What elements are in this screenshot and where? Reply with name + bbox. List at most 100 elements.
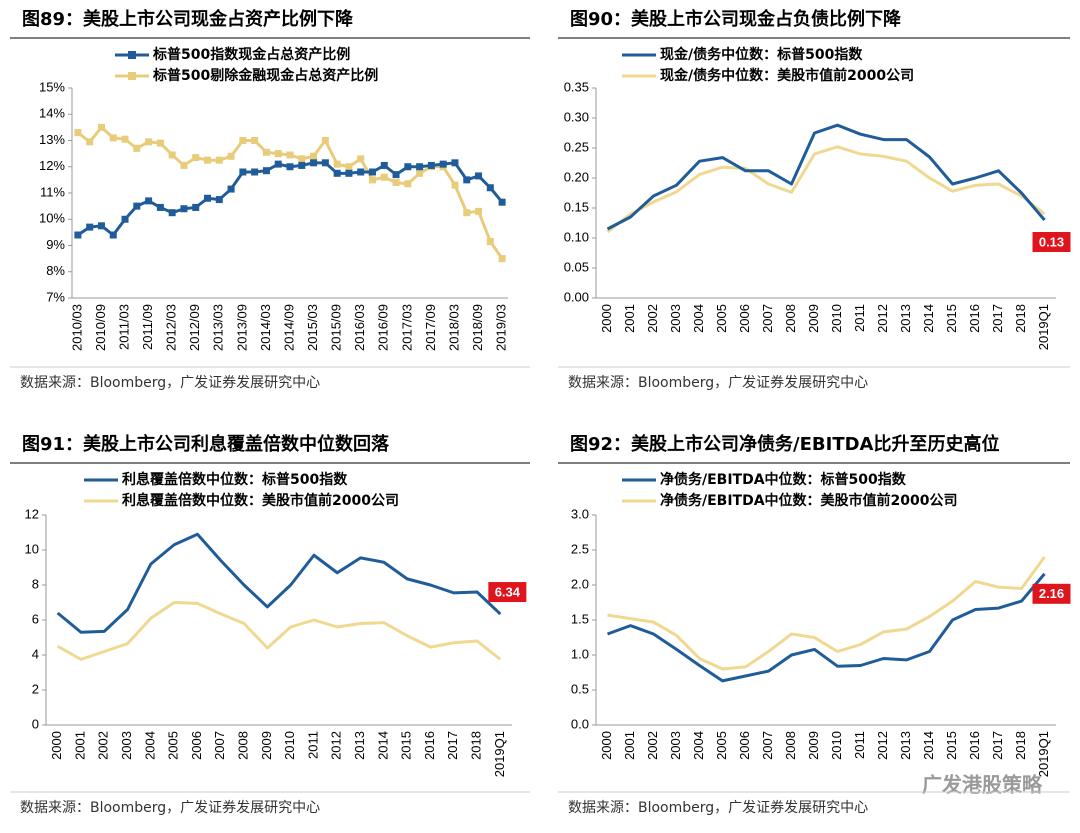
x-tick-label: 2014/09 bbox=[281, 304, 296, 351]
x-tick-label: 2019/03 bbox=[494, 304, 509, 351]
y-tick-label: 10 bbox=[25, 541, 39, 556]
x-tick-label: 2014 bbox=[375, 731, 390, 760]
point-marker bbox=[239, 168, 247, 176]
y-tick-label: 8 bbox=[32, 576, 39, 591]
x-tick-label: 2002 bbox=[96, 731, 111, 760]
point-marker bbox=[368, 176, 376, 184]
point-marker bbox=[416, 169, 424, 177]
point-marker bbox=[298, 155, 306, 163]
x-tick-label: 2003 bbox=[119, 731, 134, 760]
point-marker bbox=[380, 161, 388, 169]
x-tick-label: 2006 bbox=[737, 731, 752, 760]
point-marker bbox=[345, 163, 353, 171]
point-marker bbox=[298, 161, 306, 169]
point-marker bbox=[262, 167, 270, 175]
y-tick-label: 0.5 bbox=[571, 681, 589, 696]
x-tick-label: 2006 bbox=[737, 304, 752, 333]
point-marker bbox=[357, 168, 365, 176]
x-tick-label: 2009 bbox=[806, 304, 821, 333]
point-marker bbox=[133, 202, 141, 210]
point-marker bbox=[262, 148, 270, 156]
x-tick-label: 2013 bbox=[898, 731, 913, 760]
point-marker bbox=[251, 168, 259, 176]
point-marker bbox=[451, 181, 459, 189]
y-tick-label: 1.5 bbox=[571, 611, 589, 626]
chart-title: 图89：美股上市公司现金占资产比例下降 bbox=[22, 8, 354, 30]
x-tick-label: 2016/09 bbox=[376, 304, 391, 351]
series-line bbox=[77, 161, 504, 237]
y-tick-label: 12% bbox=[39, 158, 65, 173]
x-tick-label: 2016/03 bbox=[352, 304, 367, 351]
x-tick-label: 2018/03 bbox=[446, 304, 461, 351]
x-tick-label: 2004 bbox=[691, 304, 706, 333]
watermark: 广发港股策略 bbox=[922, 773, 1043, 797]
x-tick-label: 2007 bbox=[212, 731, 227, 760]
point-marker bbox=[192, 154, 200, 162]
y-tick-label: 2.5 bbox=[571, 541, 589, 556]
x-tick-label: 2005 bbox=[166, 731, 181, 760]
value-label-box bbox=[1032, 232, 1071, 252]
x-tick-label: 2009 bbox=[806, 731, 821, 760]
x-tick-label: 2014/03 bbox=[258, 304, 273, 351]
point-marker bbox=[168, 151, 176, 159]
series-line bbox=[76, 125, 504, 260]
x-tick-label: 2013 bbox=[352, 731, 367, 760]
y-tick-label: 13% bbox=[39, 132, 65, 147]
x-tick-label: 2018 bbox=[1013, 304, 1028, 333]
x-tick-label: 2012 bbox=[875, 304, 890, 333]
series-line bbox=[606, 145, 1046, 234]
y-tick-label: 0.05 bbox=[564, 259, 589, 274]
legend-marker bbox=[128, 72, 136, 80]
x-tick-label: 2016 bbox=[967, 304, 982, 333]
x-tick-label: 2018 bbox=[1013, 731, 1028, 760]
point-marker bbox=[357, 155, 365, 163]
x-tick-label: 2001 bbox=[622, 731, 637, 760]
point-marker bbox=[86, 138, 94, 146]
x-tick-label: 2001 bbox=[72, 731, 87, 760]
y-tick-label: 8% bbox=[46, 263, 65, 278]
source-note: 数据来源：Bloomberg，广发证券发展研究中心 bbox=[568, 375, 868, 391]
x-tick-label: 2015 bbox=[944, 731, 959, 760]
x-tick-label: 2019Q1 bbox=[492, 731, 507, 777]
x-tick-label: 2000 bbox=[599, 731, 614, 760]
x-tick-label: 2017 bbox=[990, 731, 1005, 760]
legend-label: 利息覆盖倍数中位数：美股市值前2000公司 bbox=[122, 492, 399, 509]
point-marker bbox=[321, 159, 329, 167]
point-marker bbox=[416, 163, 424, 171]
point-marker bbox=[333, 169, 341, 177]
y-tick-label: 9% bbox=[46, 237, 65, 252]
point-marker bbox=[156, 203, 164, 211]
point-marker bbox=[286, 163, 294, 171]
x-tick-label: 2004 bbox=[142, 731, 157, 760]
legend-label: 现金/债务中位数：美股市值前2000公司 bbox=[660, 67, 914, 84]
x-tick-label: 2016 bbox=[422, 731, 437, 760]
point-marker bbox=[404, 163, 412, 171]
point-marker bbox=[121, 135, 129, 143]
point-marker bbox=[215, 156, 223, 164]
y-tick-label: 2 bbox=[32, 681, 39, 696]
point-marker bbox=[74, 231, 82, 239]
x-tick-label: 2003 bbox=[668, 731, 683, 760]
x-tick-label: 2003 bbox=[668, 304, 683, 333]
x-tick-label: 2013/09 bbox=[234, 304, 249, 351]
point-marker bbox=[156, 139, 164, 147]
y-tick-label: 3.0 bbox=[571, 506, 589, 521]
series-line bbox=[606, 123, 1046, 231]
point-marker bbox=[204, 156, 212, 164]
x-tick-label: 2017 bbox=[445, 731, 460, 760]
legend-label: 净债务/EBITDA中位数：标普500指数 bbox=[660, 471, 907, 488]
x-tick-label: 2002 bbox=[645, 304, 660, 333]
x-tick-label: 2013 bbox=[898, 304, 913, 333]
x-tick-label: 2008 bbox=[783, 304, 798, 333]
point-marker bbox=[86, 223, 94, 231]
point-marker bbox=[97, 123, 105, 131]
y-tick-label: 0.00 bbox=[564, 289, 589, 304]
point-marker bbox=[486, 238, 494, 246]
source-note: 数据来源：Bloomberg，广发证券发展研究中心 bbox=[20, 375, 320, 391]
x-tick-label: 2016 bbox=[967, 731, 982, 760]
point-marker bbox=[109, 231, 117, 239]
point-marker bbox=[227, 152, 235, 160]
point-marker bbox=[475, 172, 483, 180]
